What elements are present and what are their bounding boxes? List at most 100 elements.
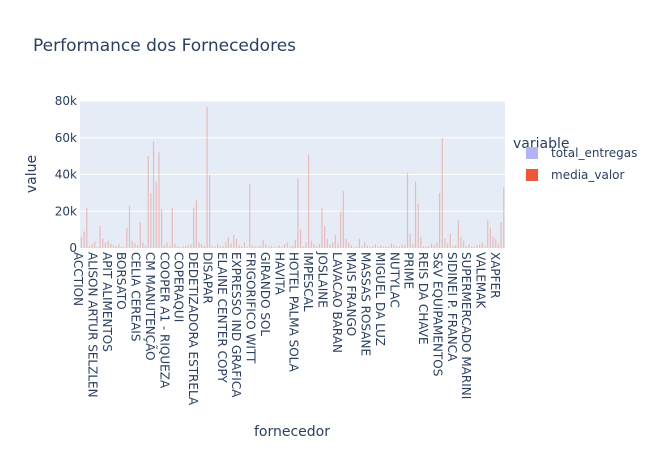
bar-media-valor: [425, 246, 427, 248]
bar-media-valor: [211, 246, 213, 248]
bar-media-valor: [329, 244, 331, 248]
bar-media-valor: [417, 203, 419, 248]
bar-media-valor: [484, 245, 486, 248]
bar-media-valor: [372, 246, 374, 248]
bar-media-valor: [374, 244, 377, 248]
legend-swatch: [526, 147, 538, 159]
bar-media-valor: [246, 246, 248, 248]
bar-media-valor: [369, 246, 371, 248]
bar-media-valor: [187, 245, 189, 248]
bar-media-valor: [281, 246, 283, 248]
bar-media-valor: [380, 245, 382, 248]
bar-media-valor: [171, 207, 173, 248]
bar-media-valor: [214, 246, 216, 248]
bar-media-valor: [150, 192, 152, 249]
bar-media-valor: [120, 246, 123, 248]
x-axis-ticks: ACCTION ALISON ARTUR SELZLEN APIT ALIMENTO…: [71, 251, 502, 406]
bar-media-valor: [182, 246, 184, 248]
x-tick-label: LAVACAO BARAN: [330, 252, 344, 353]
bar-media-valor: [433, 245, 435, 248]
bar-media-valor: [388, 246, 390, 248]
x-tick-label: CELIA CEREAIS: [129, 252, 143, 341]
x-tick-label: XAPFER: [488, 252, 502, 299]
x-tick-label: ALISON ARTUR SELZLEN: [85, 252, 99, 398]
bar-media-valor: [128, 205, 131, 248]
bar-media-valor: [123, 246, 125, 248]
x-tick-label: NUTYLAC: [387, 252, 401, 308]
x-tick-label: PRIME: [402, 252, 416, 289]
bar-media-valor: [447, 243, 449, 248]
bar-media-valor: [102, 238, 104, 248]
bar-media-valor: [500, 222, 502, 248]
x-tick-label: MIGUEL DA LUZ: [373, 252, 387, 346]
y-axis-title: value: [24, 155, 40, 193]
bar-media-valor: [441, 137, 443, 248]
bar-media-valor: [479, 244, 481, 248]
bar-media-valor: [348, 242, 350, 248]
bar-media-valor: [393, 245, 395, 248]
legend-entry: media_valor: [551, 168, 625, 182]
bar-media-valor: [457, 220, 459, 248]
bar-media-valor: [377, 246, 379, 248]
bar-media-valor: [238, 245, 240, 248]
bar-media-valor: [497, 243, 499, 248]
bar-media-valor: [302, 246, 304, 248]
bar-media-valor: [487, 220, 489, 248]
x-tick-label: HAVITA: [272, 252, 286, 296]
bar-media-valor: [94, 241, 96, 248]
chart-title: Performance dos Fornecedores: [33, 36, 296, 56]
bar-media-valor: [382, 246, 385, 248]
grid-lines: [80, 100, 505, 212]
bar-media-valor: [409, 233, 411, 248]
bar-media-valor: [225, 242, 227, 248]
bar-media-valor: [147, 156, 149, 249]
x-tick-label: APIT ALIMENTOS: [100, 252, 114, 352]
bar-media-valor: [366, 245, 369, 248]
x-tick-label: HOTEL PALMA SOLA: [287, 252, 301, 373]
y-tick-label: 60k: [55, 131, 77, 145]
bar-media-valor: [291, 246, 294, 248]
bar-media-valor: [318, 244, 320, 248]
bar-media-valor: [195, 200, 197, 248]
bar-media-valor: [193, 207, 195, 248]
bar-media-valor: [134, 243, 136, 248]
bar-media-valor: [104, 242, 107, 248]
x-tick-label: CM MANUTENÇÃO: [143, 252, 158, 361]
x-tick-label: JOSLAINE: [315, 251, 329, 308]
bar-media-valor: [308, 154, 310, 248]
bar-media-valor: [414, 181, 417, 248]
bar-media-valor: [350, 245, 352, 248]
bar-media-valor: [326, 238, 328, 248]
bar-media-valor: [468, 244, 470, 248]
bar-media-valor: [406, 172, 409, 248]
bar-media-valor: [342, 191, 344, 248]
bar-media-valor: [243, 242, 246, 248]
bar-media-valor: [254, 246, 256, 248]
bar-media-valor: [163, 245, 165, 248]
bar-media-valor: [460, 236, 462, 248]
bar-media-valor: [198, 242, 200, 248]
bar-media-valor: [107, 240, 109, 248]
bar-media-valor: [203, 246, 205, 248]
bar-media-valor: [139, 222, 141, 248]
bar-media-valor: [158, 152, 160, 248]
bar-media-valor: [473, 246, 475, 248]
x-tick-label: BORSATO: [114, 252, 128, 310]
series-media-valor-bars: [80, 106, 505, 249]
bar-media-valor: [428, 245, 430, 248]
bar-media-valor: [115, 246, 117, 248]
x-tick-label: S&V EQUIPAMENTOS: [430, 252, 444, 376]
bar-media-valor: [144, 245, 147, 248]
x-tick-label: MAIS FRANGO: [344, 252, 358, 336]
bar-media-valor: [385, 246, 387, 248]
legend-entry: total_entregas: [551, 146, 637, 160]
bar-media-valor: [112, 245, 115, 248]
bar-media-valor: [422, 246, 425, 248]
bar-media-valor: [286, 242, 288, 248]
bar-media-valor: [259, 246, 262, 248]
x-tick-label: FRIGORIFICO WITT: [244, 252, 258, 364]
legend-swatch: [526, 169, 538, 181]
bar-media-valor: [241, 246, 243, 248]
bar-media-valor: [249, 183, 251, 248]
y-tick-label: 80k: [55, 94, 77, 108]
